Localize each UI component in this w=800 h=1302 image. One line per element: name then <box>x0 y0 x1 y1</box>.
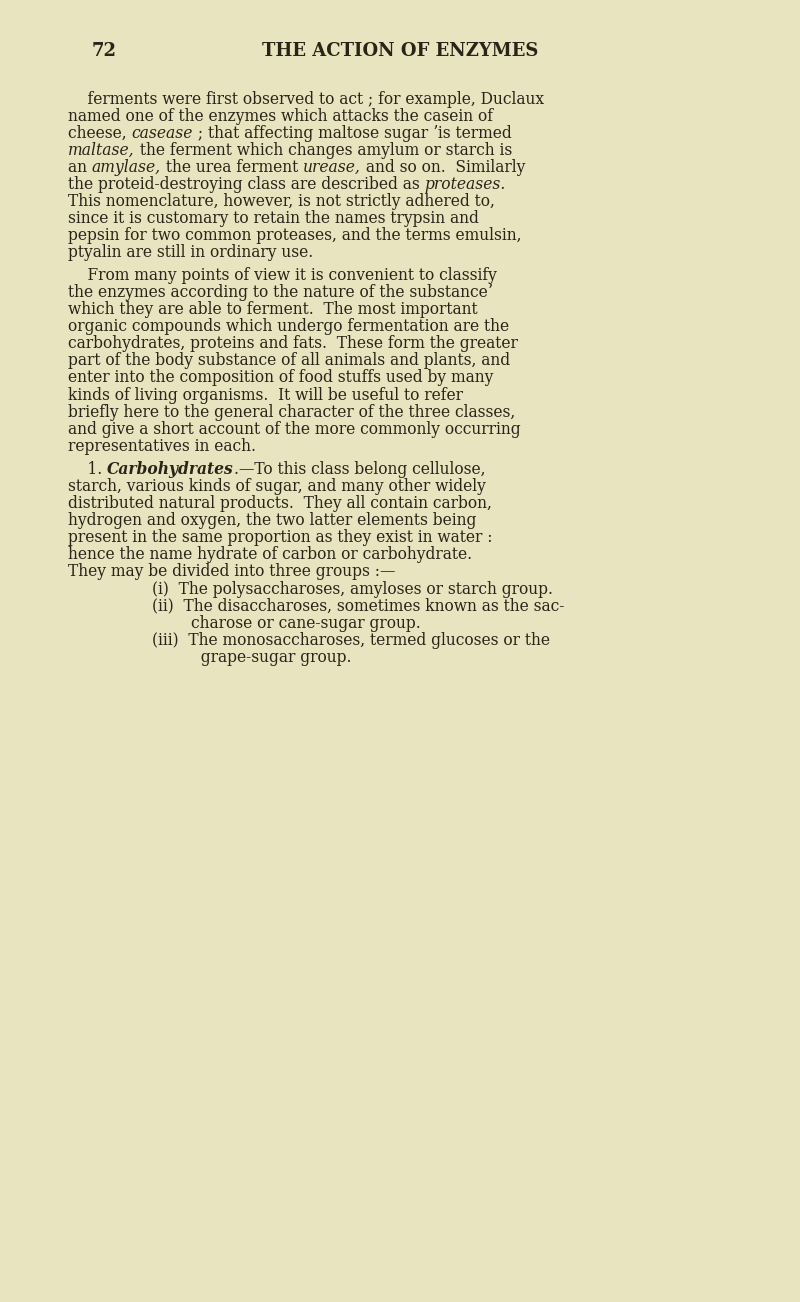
Text: amylase,: amylase, <box>92 159 161 176</box>
Text: the urea ferment: the urea ferment <box>161 159 303 176</box>
Text: kinds of living organisms.  It will be useful to refer: kinds of living organisms. It will be us… <box>68 387 463 404</box>
Text: ptyalin are still in ordinary use.: ptyalin are still in ordinary use. <box>68 245 314 262</box>
Text: starch, various kinds of sugar, and many other widely: starch, various kinds of sugar, and many… <box>68 478 486 495</box>
Text: and give a short account of the more commonly occurring: and give a short account of the more com… <box>68 421 521 437</box>
Text: and so on.  Similarly: and so on. Similarly <box>361 159 525 176</box>
Text: the ferment which changes amylum or starch is: the ferment which changes amylum or star… <box>134 142 512 159</box>
Text: cheese,: cheese, <box>68 125 131 142</box>
Text: the enzymes according to the nature of the substanceʼ: the enzymes according to the nature of t… <box>68 284 493 301</box>
Text: an: an <box>68 159 92 176</box>
Text: organic compounds which undergo fermentation are the: organic compounds which undergo fermenta… <box>68 319 509 336</box>
Text: ferments were first observed to act ; for example, Duclaux: ferments were first observed to act ; fo… <box>68 91 544 108</box>
Text: 72: 72 <box>92 42 117 60</box>
Text: THE ACTION OF ENZYMES: THE ACTION OF ENZYMES <box>262 42 538 60</box>
Text: hydrogen and oxygen, the two latter elements being: hydrogen and oxygen, the two latter elem… <box>68 512 476 529</box>
Text: part of the body substance of all animals and plants, and: part of the body substance of all animal… <box>68 353 510 370</box>
Text: proteases.: proteases. <box>425 176 506 193</box>
Text: carbohydrates, proteins and fats.  These form the greater: carbohydrates, proteins and fats. These … <box>68 336 518 353</box>
Text: enter into the composition of food stuffs used by many: enter into the composition of food stuff… <box>68 370 494 387</box>
Text: charose or cane-sugar group.: charose or cane-sugar group. <box>152 615 421 631</box>
Text: urease,: urease, <box>303 159 361 176</box>
Text: (i)  The polysaccharoses, amyloses or starch group.: (i) The polysaccharoses, amyloses or sta… <box>152 581 553 598</box>
Text: 1.: 1. <box>68 461 107 478</box>
Text: casease: casease <box>131 125 193 142</box>
Text: maltase,: maltase, <box>68 142 134 159</box>
Text: ; that affecting maltose sugar ʼis termed: ; that affecting maltose sugar ʼis terme… <box>193 125 512 142</box>
Text: which they are able to ferment.  The most important: which they are able to ferment. The most… <box>68 301 478 319</box>
Text: hence the name hydrate of carbon or carbohydrate.: hence the name hydrate of carbon or carb… <box>68 546 472 562</box>
Text: named one of the enzymes which attacks the casein of: named one of the enzymes which attacks t… <box>68 108 493 125</box>
Text: grape-sugar group.: grape-sugar group. <box>152 648 351 665</box>
Text: present in the same proportion as they exist in water :: present in the same proportion as they e… <box>68 529 493 546</box>
Text: Carbohydrates: Carbohydrates <box>107 461 234 478</box>
Text: From many points of view it is convenient to classify: From many points of view it is convenien… <box>68 267 497 284</box>
Text: briefly here to the general character of the three classes,: briefly here to the general character of… <box>68 404 515 421</box>
Text: representatives in each.: representatives in each. <box>68 437 256 454</box>
Text: distributed natural products.  They all contain carbon,: distributed natural products. They all c… <box>68 495 492 512</box>
Text: since it is customary to retain the names trypsin and: since it is customary to retain the name… <box>68 211 479 228</box>
Text: pepsin for two common proteases, and the terms emulsin,: pepsin for two common proteases, and the… <box>68 228 522 245</box>
Text: This nomenclature, however, is not strictly adhered to,: This nomenclature, however, is not stric… <box>68 193 495 211</box>
Text: (ii)  The disaccharoses, sometimes known as the sac-: (ii) The disaccharoses, sometimes known … <box>152 598 564 615</box>
Text: .—To this class belong cellulose,: .—To this class belong cellulose, <box>234 461 486 478</box>
Text: They may be divided into three groups :—: They may be divided into three groups :— <box>68 562 395 579</box>
Text: (iii)  The monosaccharoses, termed glucoses or the: (iii) The monosaccharoses, termed glucos… <box>152 631 550 648</box>
Text: the proteid-destroying class are described as: the proteid-destroying class are describ… <box>68 176 425 193</box>
